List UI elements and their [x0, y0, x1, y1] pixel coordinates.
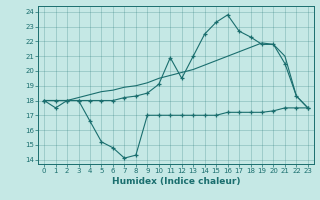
X-axis label: Humidex (Indice chaleur): Humidex (Indice chaleur)	[112, 177, 240, 186]
